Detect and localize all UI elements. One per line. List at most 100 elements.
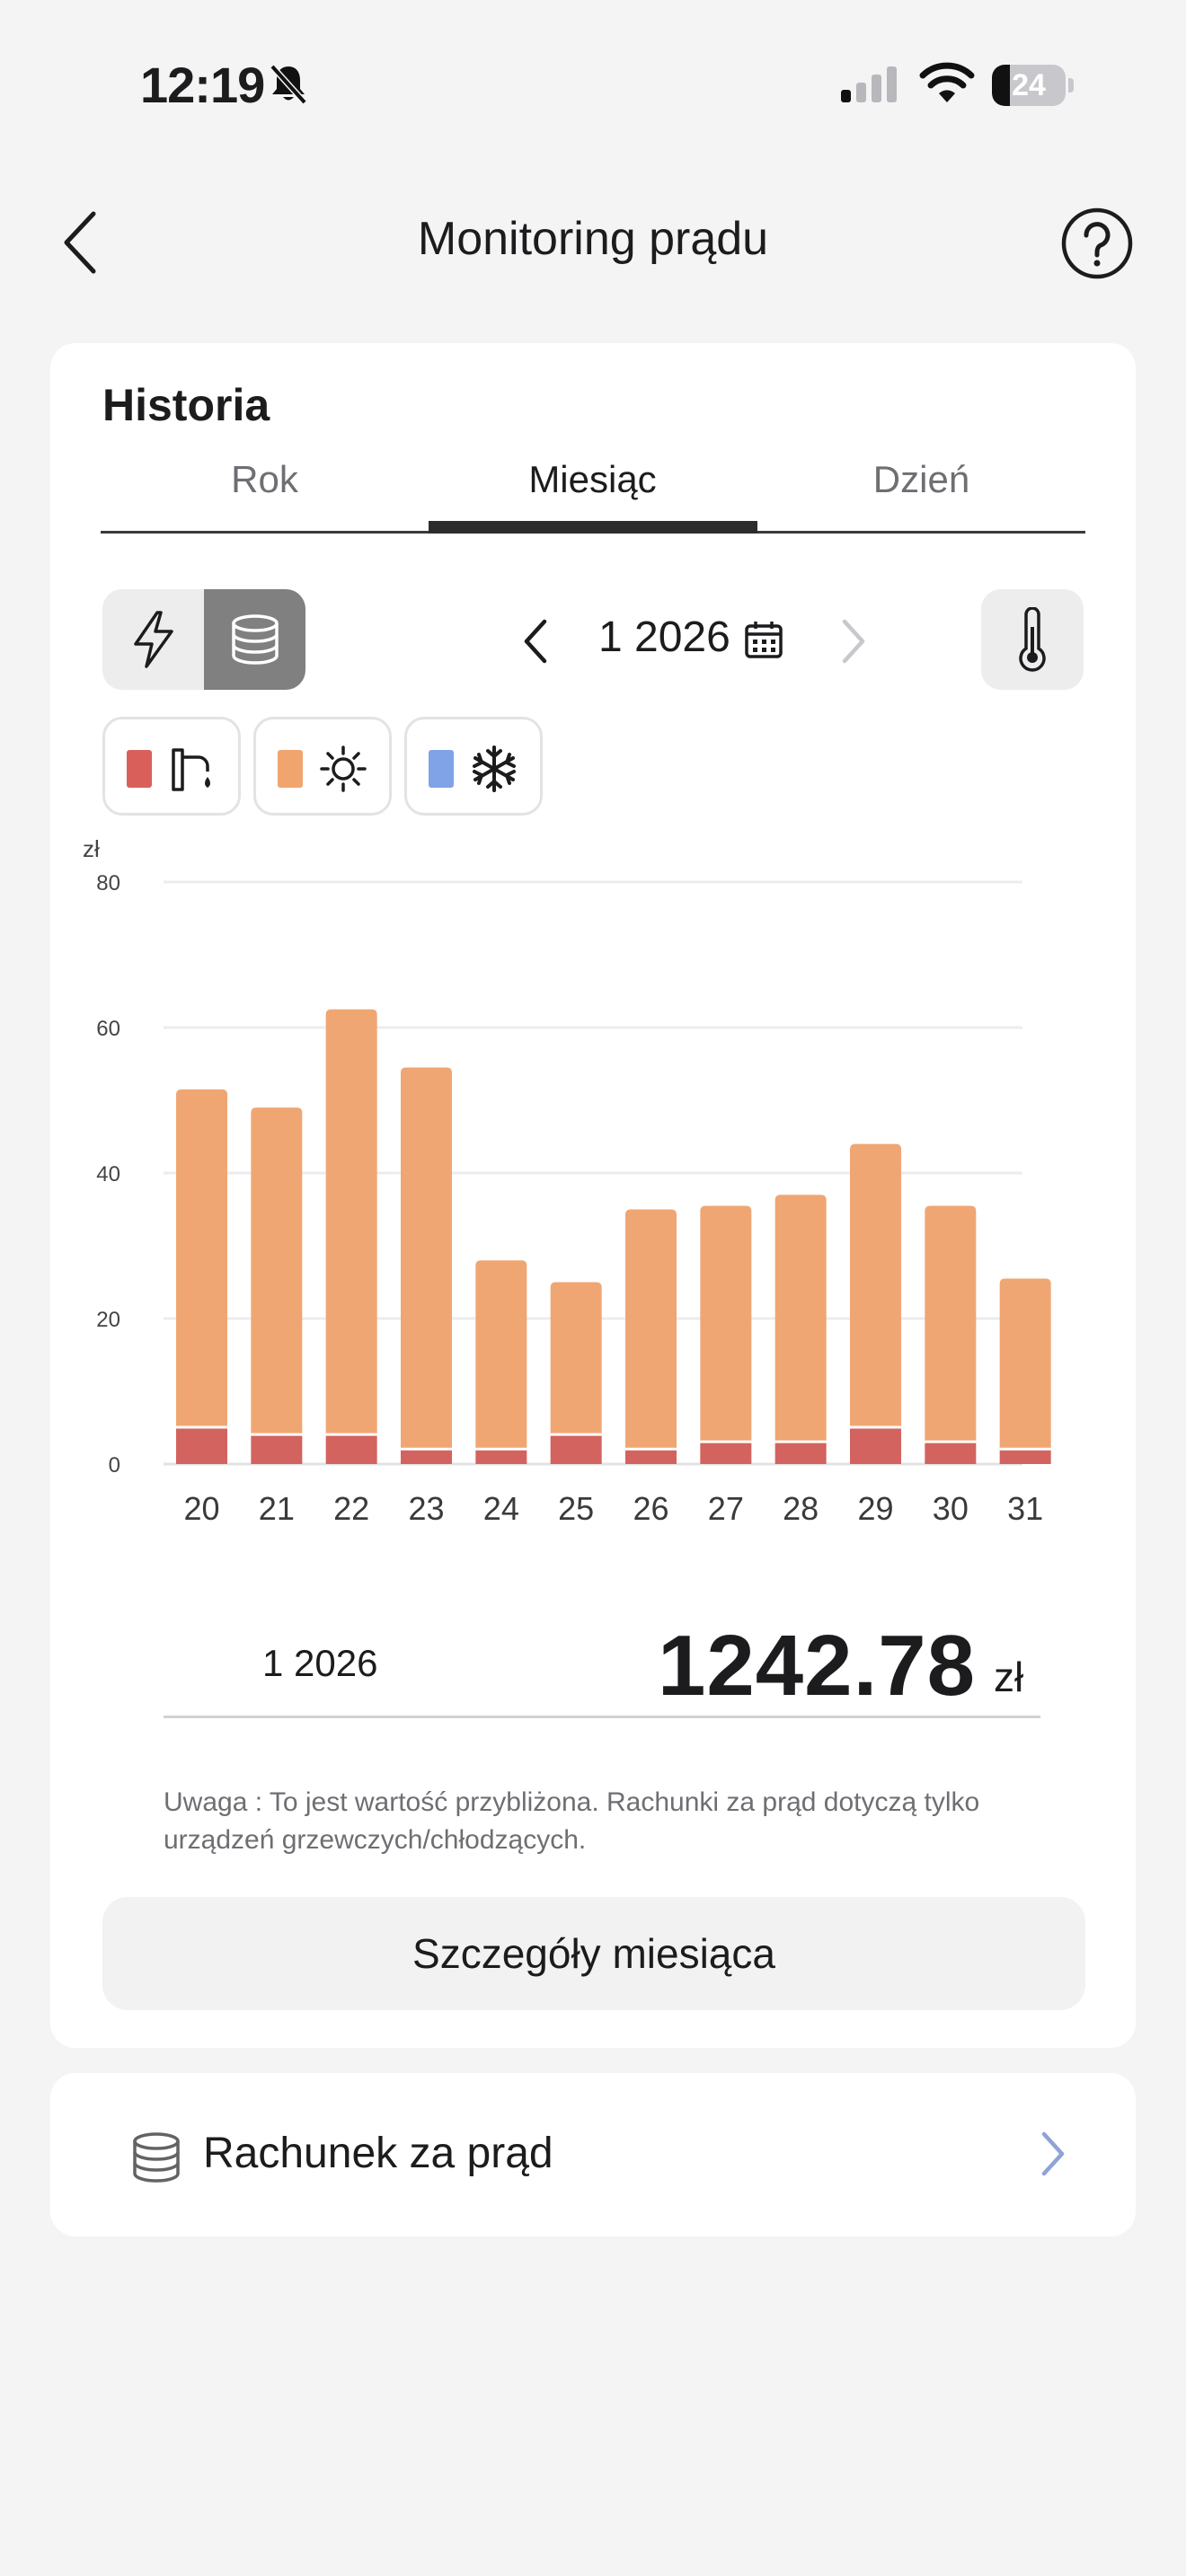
- x-tick-label: 23: [408, 1490, 444, 1527]
- bar-segment-upper: [176, 1089, 227, 1428]
- bar-segment-lower: [700, 1442, 752, 1464]
- battery-fill: [992, 65, 1010, 106]
- bell-muted-icon: [270, 64, 307, 105]
- help-icon[interactable]: [1060, 207, 1134, 280]
- status-bar: 12:19 24: [0, 0, 1186, 135]
- bar-segment-lower: [176, 1428, 227, 1464]
- bar-separator: [550, 1433, 602, 1436]
- history-card: Historia Rok Miesiąc Dzień: [50, 343, 1136, 2048]
- x-tick-label: 30: [933, 1490, 969, 1527]
- y-tick-label: 80: [96, 871, 120, 895]
- bar-segment-lower: [251, 1435, 303, 1464]
- bar-segment-upper: [774, 1195, 827, 1442]
- bar-segment-upper: [401, 1067, 452, 1450]
- y-tick-label: 60: [96, 1017, 120, 1041]
- x-tick-label: 27: [708, 1490, 744, 1527]
- bar-segment-upper: [925, 1205, 977, 1442]
- period-tabs: Rok Miesiąc Dzień: [101, 449, 1085, 534]
- y-tick-label: 40: [96, 1162, 120, 1187]
- bar-separator: [774, 1440, 827, 1443]
- x-tick-label: 20: [183, 1490, 219, 1527]
- next-period-icon[interactable]: [836, 616, 872, 666]
- history-title: Historia: [102, 380, 270, 430]
- summary-total: 1242.78: [658, 1618, 977, 1714]
- battery-percent: 24: [1012, 68, 1046, 102]
- bar-separator: [625, 1447, 677, 1451]
- x-tick-label: 28: [783, 1490, 819, 1527]
- cost-mode-button[interactable]: [204, 589, 305, 690]
- chart-svg: 0 20 40 60 80 20 21 22 23 24 25 26 27 28 29 30 31: [96, 871, 1051, 1527]
- tap-icon: [172, 748, 210, 791]
- legend-chip-cooling[interactable]: [404, 717, 543, 816]
- summary-unit: zł: [994, 1654, 1024, 1700]
- page-title: Monitoring prądu: [417, 213, 769, 265]
- divider: [164, 1716, 1040, 1718]
- bar-segment-lower: [774, 1442, 827, 1464]
- y-tick-label: 20: [96, 1308, 120, 1332]
- bar-segment-lower: [401, 1450, 452, 1464]
- bar-segment-upper: [325, 1009, 377, 1435]
- status-time: 12:19: [140, 57, 265, 113]
- bar-segment-upper: [999, 1278, 1051, 1450]
- tab-year[interactable]: Rok: [231, 458, 298, 500]
- x-tick-label: 21: [259, 1490, 295, 1527]
- battery-indicator: 24: [992, 65, 1074, 106]
- tab-month[interactable]: Miesiąc: [528, 458, 657, 500]
- bar-segment-upper: [251, 1107, 303, 1435]
- x-tick-label: 26: [633, 1490, 668, 1527]
- bar-segment-upper: [850, 1143, 901, 1428]
- bar-segment-upper: [700, 1205, 752, 1442]
- legend-chip-heating[interactable]: [253, 717, 392, 816]
- bar-segment-upper: [625, 1209, 677, 1450]
- bar-separator: [999, 1447, 1051, 1451]
- cell-signal-icon: [841, 66, 897, 102]
- snowflake-icon: [473, 745, 516, 792]
- bar-segment-lower: [475, 1450, 527, 1464]
- bar-separator: [401, 1447, 452, 1451]
- lightning-icon: [133, 611, 173, 668]
- bar-segment-lower: [550, 1435, 602, 1464]
- bar-separator: [251, 1433, 303, 1436]
- thermometer-icon: [1019, 607, 1046, 672]
- bar-separator: [325, 1433, 377, 1436]
- tab-day[interactable]: Dzień: [872, 458, 970, 500]
- coins-icon: [231, 614, 279, 665]
- back-icon[interactable]: [54, 207, 108, 278]
- electricity-bill-row[interactable]: Rachunek za prąd: [50, 2073, 1136, 2236]
- summary-period: 1 2026: [262, 1642, 378, 1684]
- period-label[interactable]: 1 2026: [598, 613, 730, 661]
- calendar-icon[interactable]: [744, 620, 783, 659]
- bar-separator: [475, 1447, 527, 1451]
- x-tick-label: 31: [1007, 1490, 1043, 1527]
- chevron-right-icon: [1041, 2131, 1065, 2176]
- bar-segment-lower: [850, 1428, 901, 1464]
- bar-separator: [176, 1425, 227, 1429]
- bar-segment-upper: [550, 1282, 602, 1435]
- x-tick-label: 25: [558, 1490, 594, 1527]
- bar-segment-lower: [925, 1442, 977, 1464]
- x-tick-label: 29: [857, 1490, 893, 1527]
- legend-chip-hot-water[interactable]: [102, 717, 241, 816]
- tab-indicator: [429, 521, 757, 534]
- energy-mode-button[interactable]: [102, 589, 204, 690]
- bar-segment-upper: [475, 1260, 527, 1450]
- approximation-note: Uwaga : To jest wartość przybliżona. Rac…: [164, 1787, 980, 1855]
- previous-period-icon[interactable]: [518, 616, 553, 666]
- mode-toggle: [102, 589, 305, 690]
- period-navigator: 1 2026: [464, 589, 895, 690]
- cost-chart: zł 0 20 40 60 80 20 21 22 23 24 25 26 27 28 29 30 31: [50, 830, 1136, 1539]
- legend-swatch: [127, 750, 152, 788]
- sun-icon: [320, 745, 367, 792]
- x-tick-label: 22: [333, 1490, 369, 1527]
- coins-icon: [133, 2132, 180, 2183]
- legend-swatch: [429, 750, 454, 788]
- bar-separator: [700, 1440, 752, 1443]
- bar-segment-lower: [625, 1450, 677, 1464]
- bar-separator: [850, 1425, 901, 1429]
- wifi-icon: [919, 62, 975, 102]
- y-tick-label: 0: [109, 1453, 120, 1478]
- month-details-button[interactable]: Szczegóły miesiąca: [102, 1897, 1085, 2010]
- bar-segment-lower: [999, 1450, 1051, 1464]
- temperature-button[interactable]: [981, 589, 1084, 690]
- legend-swatch: [278, 750, 303, 788]
